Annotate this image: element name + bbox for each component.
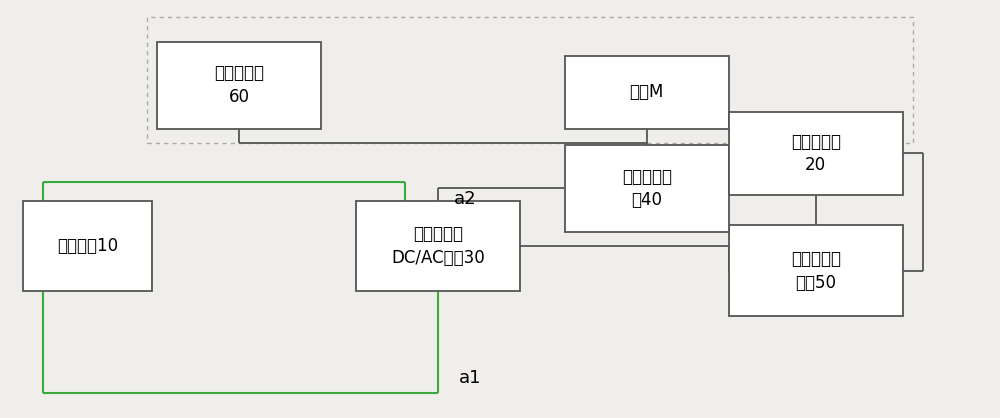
Text: 动力电池10: 动力电池10 bbox=[57, 237, 118, 255]
FancyBboxPatch shape bbox=[729, 225, 903, 316]
FancyBboxPatch shape bbox=[356, 201, 520, 291]
Text: 三电平双向
DC/AC模块30: 三电平双向 DC/AC模块30 bbox=[391, 225, 485, 267]
FancyBboxPatch shape bbox=[729, 112, 903, 194]
Text: 电机控制开
关40: 电机控制开 关40 bbox=[622, 168, 672, 209]
Text: a1: a1 bbox=[459, 369, 481, 387]
Text: 电机M: 电机M bbox=[629, 84, 664, 102]
Text: 充放电控制
模块50: 充放电控制 模块50 bbox=[791, 250, 841, 292]
FancyBboxPatch shape bbox=[565, 56, 729, 129]
FancyBboxPatch shape bbox=[157, 42, 321, 129]
FancyBboxPatch shape bbox=[565, 145, 729, 232]
Text: a2: a2 bbox=[454, 190, 477, 208]
Text: 充放电插座
20: 充放电插座 20 bbox=[791, 133, 841, 174]
Text: 控制器模块
60: 控制器模块 60 bbox=[214, 64, 264, 106]
FancyBboxPatch shape bbox=[23, 201, 152, 291]
